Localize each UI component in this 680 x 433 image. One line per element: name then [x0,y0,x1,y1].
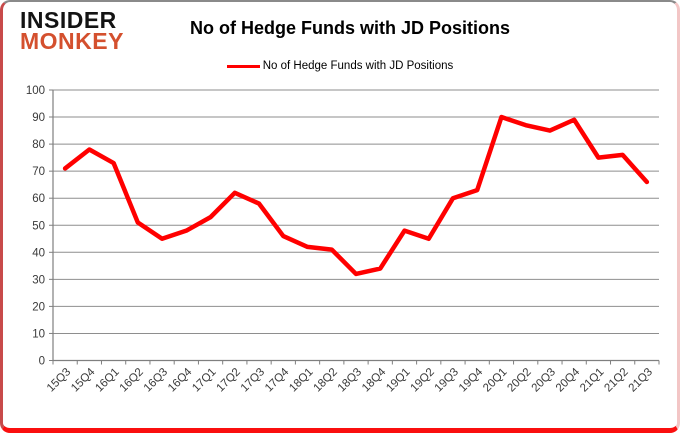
series-line-no-of-hedge-funds-with-jd-positions [62,114,650,277]
x-axis-label-17Q2: 17Q2 [215,366,243,394]
x-axis-label-19Q2: 19Q2 [408,366,436,394]
y-axis-label-50: 50 [32,220,45,232]
x-axis-label-19Q4: 19Q4 [457,366,486,395]
x-axis-label-17Q4: 17Q4 [263,366,292,395]
x-axis-label-19Q3: 19Q3 [433,366,461,394]
x-axis-label-18Q1: 18Q1 [287,366,315,394]
x-axis-label-20Q3: 20Q3 [530,366,558,394]
y-axis-label-20: 20 [32,301,45,313]
x-axis-label-19Q1: 19Q1 [384,366,412,394]
hedge-funds-line-chart: 010203040506070809010015Q315Q416Q116Q216… [26,85,660,395]
y-axis-label-80: 80 [32,139,45,151]
x-axis-label-17Q1: 17Q1 [190,366,218,394]
y-axis-label-0: 0 [39,356,45,368]
chart-title: No of Hedge Funds with JD Positions [189,18,510,38]
x-axis-label-18Q2: 18Q2 [311,366,339,394]
logo-text-insider: INSIDER [20,6,117,34]
y-axis-label-40: 40 [32,247,45,259]
x-axis-label-20Q2: 20Q2 [505,366,533,394]
y-axis-label-60: 60 [32,193,45,205]
x-axis-label-15Q4: 15Q4 [69,366,98,395]
x-axis-label-17Q3: 17Q3 [239,366,267,394]
x-axis-label-18Q4: 18Q4 [360,366,389,395]
x-axis-label-20Q1: 20Q1 [481,366,509,394]
legend-line-swatch [226,64,260,68]
y-axis-label-30: 30 [32,274,45,286]
x-axis-label-21Q3: 21Q3 [627,366,655,394]
x-axis-label-16Q3: 16Q3 [142,366,170,394]
legend-series-label: No of Hedge Funds with JD Positions [262,60,454,72]
y-axis-label-90: 90 [32,112,45,124]
x-axis-label-16Q2: 16Q2 [118,366,146,394]
y-axis-label-70: 70 [32,166,45,178]
x-axis-label-18Q3: 18Q3 [336,366,364,394]
x-axis-label-21Q1: 21Q1 [578,366,606,394]
insider-monkey-logo: INSIDER MONKEY [20,6,124,55]
logo-text-monkey: MONKEY [20,27,124,55]
chart-legend: No of Hedge Funds with JD Positions [3,60,677,72]
x-axis-label-16Q4: 16Q4 [166,366,195,395]
x-axis-label-20Q4: 20Q4 [554,366,583,395]
y-axis-label-10: 10 [32,328,45,340]
x-axis-label-16Q1: 16Q1 [93,366,121,394]
x-axis-label-21Q2: 21Q2 [602,366,630,394]
x-axis-label-15Q3: 15Q3 [45,366,73,394]
y-axis-label-100: 100 [26,85,45,97]
